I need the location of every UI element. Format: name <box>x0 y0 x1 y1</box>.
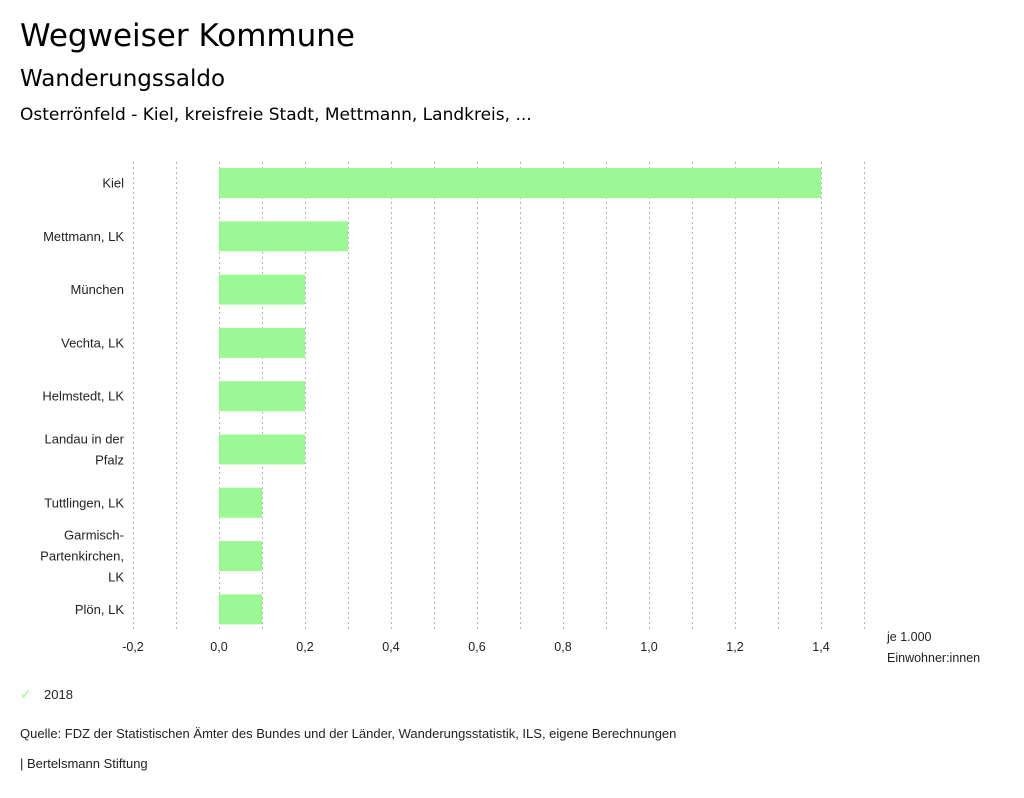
bar[interactable] <box>219 487 262 518</box>
gridlines <box>133 162 865 632</box>
x-tick-label: 1,4 <box>812 640 829 654</box>
bar[interactable] <box>219 381 305 412</box>
check-icon: ✓ <box>20 686 32 702</box>
legend-item[interactable]: ✓ 2018 <box>20 686 73 703</box>
source-note: Quelle: FDZ der Statistischen Ämter des … <box>20 726 677 741</box>
x-axis-unit-line: Einwohner:innen <box>887 651 981 665</box>
x-tick-label: 1,2 <box>726 640 743 654</box>
page-title: Wegweiser Kommune <box>20 18 355 54</box>
bar[interactable] <box>219 168 821 198</box>
x-tick-label: 0,4 <box>382 640 399 654</box>
bar-chart: Kiel Mettmann, LK München Vechta, LK Helmste… <box>40 162 865 654</box>
category-label: Kiel <box>102 176 124 191</box>
bar[interactable] <box>219 221 348 252</box>
bar[interactable] <box>219 327 305 358</box>
category-label: Plön, LK <box>75 602 124 617</box>
x-axis-ticks: -0,2 0,0 0,2 0,4 0,6 0,8 1,0 1,2 1,4 <box>122 640 830 654</box>
category-label: Mettmann, LK <box>43 229 124 244</box>
category-label: Pfalz <box>95 453 124 468</box>
brand-note: | Bertelsmann Stiftung <box>20 756 148 771</box>
x-tick-label: 0,8 <box>554 640 571 654</box>
x-axis-unit: je 1.000 Einwohner:innen <box>887 627 980 669</box>
category-label: LK <box>108 570 124 585</box>
x-axis-unit-line: je 1.000 <box>887 630 932 644</box>
chart-subtitle: Wanderungssaldo <box>20 66 226 92</box>
x-tick-label: -0,2 <box>122 640 144 654</box>
x-tick-label: 0,0 <box>210 640 227 654</box>
category-label: Partenkirchen, <box>40 549 124 564</box>
category-label: Vechta, LK <box>61 335 124 350</box>
bar[interactable] <box>219 434 305 465</box>
category-label: Landau in der <box>44 432 124 447</box>
category-label: Garmisch- <box>64 528 124 543</box>
bar[interactable] <box>219 274 305 305</box>
category-label: Helmstedt, LK <box>42 389 124 404</box>
x-tick-label: 1,0 <box>640 640 657 654</box>
category-labels: Kiel Mettmann, LK München Vechta, LK Helmste… <box>40 176 124 617</box>
region-selection: Osterrönfeld - Kiel, kreisfreie Stadt, M… <box>20 105 532 125</box>
category-label: Tuttlingen, LK <box>44 495 124 510</box>
bar[interactable] <box>219 594 262 625</box>
bar[interactable] <box>219 541 262 572</box>
x-tick-label: 0,2 <box>296 640 313 654</box>
legend-label: 2018 <box>44 687 73 702</box>
category-label: München <box>71 282 124 297</box>
bars <box>219 168 821 625</box>
x-tick-label: 0,6 <box>468 640 485 654</box>
